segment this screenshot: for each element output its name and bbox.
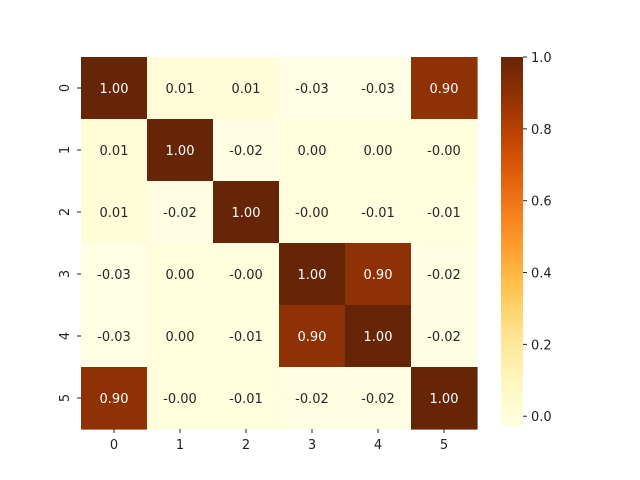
heatmap-cell-2-2 xyxy=(213,181,280,244)
y-axis: 0 1 2 3 4 5 xyxy=(58,84,81,402)
cell-label-3-3: 1.00 xyxy=(298,268,327,283)
cell-label-5-5: 1.00 xyxy=(430,392,459,407)
heatmap-cell-5-0 xyxy=(81,367,148,430)
cell-label-0-3: -0.03 xyxy=(295,82,329,97)
colorbar-tick-label-5: 1.0 xyxy=(531,51,552,66)
heatmap-cell-1-3 xyxy=(279,119,346,182)
y-tick-label-0: 0 xyxy=(58,84,73,92)
colorbar: 0.0 0.2 0.4 0.6 0.8 1.0 xyxy=(501,51,552,427)
heatmap-cell-4-3 xyxy=(279,305,346,368)
heatmap-cell-2-4 xyxy=(345,181,412,244)
heatmap-cell-5-2 xyxy=(213,367,280,430)
y-tick-label-3: 3 xyxy=(58,270,73,278)
cell-label-2-1: -0.02 xyxy=(163,206,197,221)
cell-label-2-5: -0.01 xyxy=(427,206,461,221)
heatmap-cell-3-5 xyxy=(411,243,478,306)
heatmap-cell-1-1 xyxy=(147,119,214,182)
cell-label-1-0: 0.01 xyxy=(100,144,129,159)
colorbar-tick-label-1: 0.2 xyxy=(531,338,552,353)
y-tick-label-4: 4 xyxy=(58,332,73,340)
heatmap-cell-1-0 xyxy=(81,119,148,182)
x-tick-label-2: 2 xyxy=(242,438,250,453)
cell-label-3-0: -0.03 xyxy=(97,268,131,283)
heatmap-cell-4-0 xyxy=(81,305,148,368)
heatmap-cell-5-1 xyxy=(147,367,214,430)
cell-label-4-5: -0.02 xyxy=(427,330,461,345)
x-tick-label-4: 4 xyxy=(374,438,382,453)
cell-label-2-0: 0.01 xyxy=(100,206,129,221)
cell-label-3-4: 0.90 xyxy=(364,268,393,283)
cell-label-5-2: -0.01 xyxy=(229,392,263,407)
colorbar-tick-label-0: 0.0 xyxy=(531,410,552,425)
heatmap-cell-2-0 xyxy=(81,181,148,244)
heatmap-cells xyxy=(81,57,478,430)
cell-label-2-3: -0.00 xyxy=(295,206,329,221)
cell-label-4-2: -0.01 xyxy=(229,330,263,345)
colorbar-tick-label-3: 0.6 xyxy=(531,195,552,210)
cell-label-0-5: 0.90 xyxy=(430,82,459,97)
heatmap-cell-5-4 xyxy=(345,367,412,430)
heatmap-cell-0-1 xyxy=(147,57,214,120)
heatmap-cell-3-1 xyxy=(147,243,214,306)
y-tick-label-5: 5 xyxy=(58,394,73,402)
heatmap-cell-4-4 xyxy=(345,305,412,368)
x-tick-label-5: 5 xyxy=(440,438,448,453)
cell-label-0-0: 1.00 xyxy=(100,82,129,97)
heatmap-cell-1-2 xyxy=(213,119,280,182)
heatmap-cell-1-4 xyxy=(345,119,412,182)
heatmap-cell-3-0 xyxy=(81,243,148,306)
cell-label-4-1: 0.00 xyxy=(166,330,195,345)
heatmap-cell-4-2 xyxy=(213,305,280,368)
heatmap-cell-0-0 xyxy=(81,57,148,120)
heatmap-cell-5-3 xyxy=(279,367,346,430)
cell-label-3-5: -0.02 xyxy=(427,268,461,283)
colorbar-tick-label-2: 0.4 xyxy=(531,267,552,282)
heatmap-cell-4-5 xyxy=(411,305,478,368)
heatmap-cell-0-2 xyxy=(213,57,280,120)
cell-label-3-2: -0.00 xyxy=(229,268,263,283)
cell-label-5-0: 0.90 xyxy=(100,392,129,407)
cell-label-1-2: -0.02 xyxy=(229,144,263,159)
cell-label-5-1: -0.00 xyxy=(163,392,197,407)
heatmap-cell-1-5 xyxy=(411,119,478,182)
cell-label-0-2: 0.01 xyxy=(232,82,261,97)
cell-label-4-3: 0.90 xyxy=(298,330,327,345)
heatmap-cell-2-3 xyxy=(279,181,346,244)
colorbar-gradient xyxy=(501,57,523,427)
heatmap-cell-0-3 xyxy=(279,57,346,120)
cell-label-1-5: -0.00 xyxy=(427,144,461,159)
heatmap-cell-0-4 xyxy=(345,57,412,120)
colorbar-tick-label-4: 0.8 xyxy=(531,123,552,138)
cell-labels: 1.00 0.01 0.01 -0.03 -0.03 0.90 0.01 1.00 -0.02 0… xyxy=(97,82,461,407)
cell-label-5-4: -0.02 xyxy=(361,392,395,407)
heatmap-cell-0-5 xyxy=(411,57,478,120)
cell-label-2-2: 1.00 xyxy=(232,206,261,221)
x-tick-label-0: 0 xyxy=(110,438,118,453)
x-axis: 0 1 2 3 4 5 xyxy=(110,429,448,453)
y-tick-label-1: 1 xyxy=(58,146,73,154)
cell-label-0-1: 0.01 xyxy=(166,82,195,97)
y-tick-label-2: 2 xyxy=(58,208,73,216)
cell-label-4-4: 1.00 xyxy=(364,330,393,345)
cell-label-1-1: 1.00 xyxy=(166,144,195,159)
cell-label-1-3: 0.00 xyxy=(298,144,327,159)
cell-label-5-3: -0.02 xyxy=(295,392,329,407)
cell-label-1-4: 0.00 xyxy=(364,144,393,159)
heatmap-cell-5-5 xyxy=(411,367,478,430)
cell-label-4-0: -0.03 xyxy=(97,330,131,345)
heatmap-cell-3-4 xyxy=(345,243,412,306)
x-tick-label-1: 1 xyxy=(176,438,184,453)
heatmap-cell-3-3 xyxy=(279,243,346,306)
cell-label-2-4: -0.01 xyxy=(361,206,395,221)
heatmap-cell-4-1 xyxy=(147,305,214,368)
heatmap-cell-3-2 xyxy=(213,243,280,306)
cell-label-0-4: -0.03 xyxy=(361,82,395,97)
heatmap-cell-2-1 xyxy=(147,181,214,244)
heatmap-cell-2-5 xyxy=(411,181,478,244)
cell-label-3-1: 0.00 xyxy=(166,268,195,283)
x-tick-label-3: 3 xyxy=(308,438,316,453)
